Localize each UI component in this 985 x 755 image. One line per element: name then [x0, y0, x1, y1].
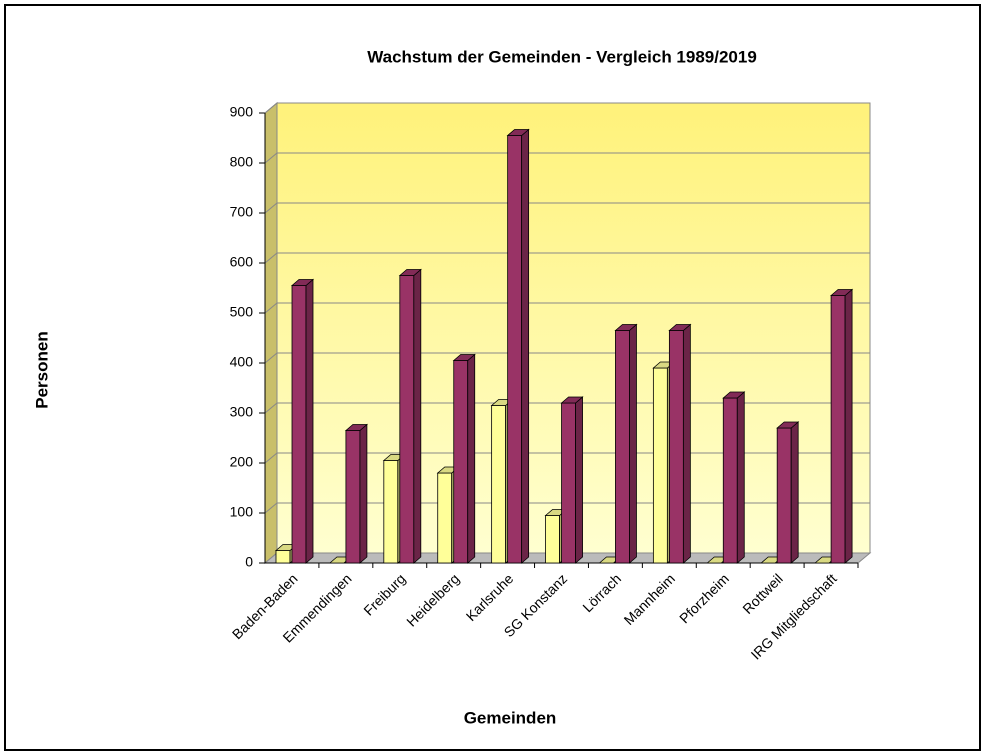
bar-top [560, 396, 584, 404]
bar-side [844, 288, 853, 564]
bar-side [413, 268, 422, 564]
bar-front [830, 295, 846, 564]
y-tick-label: 0 [245, 554, 253, 570]
bar-front [345, 430, 361, 564]
bar-side [629, 323, 637, 564]
bar [506, 128, 530, 564]
y-tick-label: 700 [230, 204, 254, 220]
bar-front [275, 550, 291, 564]
grid-line [264, 502, 278, 514]
grid-line [264, 252, 278, 264]
grid-line [264, 152, 278, 164]
bar-side [790, 421, 799, 564]
bar-front [561, 402, 576, 564]
bar-front [776, 427, 792, 564]
bar-side [359, 423, 368, 564]
bar-side [736, 391, 745, 564]
bar [668, 323, 692, 564]
bar-top [668, 324, 692, 331]
y-tick-label: 800 [230, 154, 254, 170]
bar-front [545, 515, 560, 564]
bar-top [722, 391, 746, 399]
bar-front [399, 275, 415, 564]
bar-side [575, 396, 583, 564]
bar-front [491, 405, 507, 564]
bar-front [383, 460, 399, 564]
bar-top [344, 424, 368, 431]
grid-line [264, 302, 278, 314]
bar-front [437, 472, 453, 564]
bar-front [652, 367, 668, 564]
bar-front [453, 360, 469, 564]
y-tick-label: 600 [230, 254, 254, 270]
bar-front [668, 330, 684, 564]
bar-top [830, 289, 854, 296]
y-tick-label: 300 [230, 404, 254, 420]
bar-top [506, 129, 530, 136]
y-tick-label: 500 [230, 304, 254, 320]
x-axis-label: Gemeinden [464, 708, 557, 727]
bar-front [615, 330, 630, 564]
y-tick-label: 900 [230, 104, 254, 120]
bar [560, 396, 584, 564]
bar [452, 353, 476, 564]
grid-line [264, 402, 278, 414]
grid-line [264, 202, 278, 214]
grid-line [264, 452, 278, 464]
bar-front [291, 285, 307, 564]
bar-side [467, 353, 476, 564]
bar [290, 278, 315, 564]
bar [614, 323, 638, 564]
grid-line [264, 352, 278, 364]
bar [830, 288, 854, 564]
chart-title: Wachstum der Gemeinden - Vergleich 1989/… [367, 47, 757, 66]
grid-line [264, 102, 278, 114]
y-axis-label: Personen [32, 331, 51, 408]
bar-top [614, 324, 638, 331]
bar-front [722, 397, 738, 564]
y-tick-label: 200 [230, 454, 254, 470]
bar [398, 268, 422, 564]
bar-top [776, 421, 800, 429]
bar [722, 391, 746, 564]
y-tick-label: 100 [230, 504, 254, 520]
bar-side [305, 278, 314, 564]
bar [776, 421, 800, 564]
bar-side [521, 128, 530, 564]
y-tick-label: 400 [230, 354, 254, 370]
bar [344, 423, 368, 564]
bar-top [398, 269, 422, 276]
side-wall [264, 101, 278, 565]
bar-top [290, 279, 315, 286]
bar-front [507, 135, 523, 564]
bar-side [682, 323, 691, 564]
bar-top [452, 354, 476, 361]
